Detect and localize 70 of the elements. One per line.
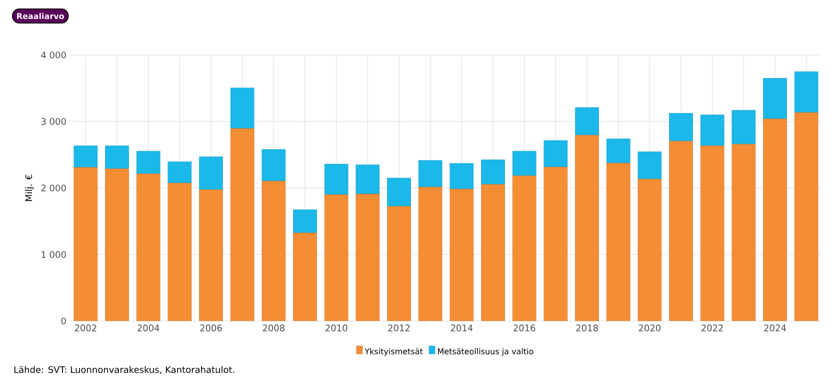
bar xyxy=(324,194,348,321)
bar xyxy=(105,168,129,321)
bar xyxy=(732,110,756,144)
bar xyxy=(512,176,536,321)
bar xyxy=(481,160,505,184)
x-tick-label: 2012 xyxy=(388,324,410,332)
bar xyxy=(293,232,317,321)
bar xyxy=(606,138,630,164)
bar xyxy=(293,209,317,234)
bar xyxy=(136,150,160,174)
bar xyxy=(512,150,536,176)
bar xyxy=(230,88,254,129)
x-tick-label: 2002 xyxy=(74,324,96,332)
bar xyxy=(700,114,724,146)
x-tick-label: 2020 xyxy=(638,324,661,332)
x-tick-label: 2016 xyxy=(514,324,536,332)
bar xyxy=(387,206,411,321)
y-tick-label: 3 000 xyxy=(41,118,66,125)
bar xyxy=(575,135,599,321)
x-tick-label: 2018 xyxy=(576,324,598,332)
bar xyxy=(230,128,254,321)
bar xyxy=(794,112,818,321)
text: Reaaliarvo xyxy=(17,12,64,20)
legend-label: Yksityismetsät xyxy=(364,348,423,356)
y-tick-label: 1 000 xyxy=(42,251,66,258)
bar xyxy=(105,146,129,169)
x-tick-label: 2006 xyxy=(200,324,222,332)
bar xyxy=(199,156,223,190)
text: Lähde: SVT: Luonnonvarakeskus, Kantorahatulot. xyxy=(14,366,234,374)
bar xyxy=(669,141,693,321)
x-tick-label: 2022 xyxy=(702,324,723,332)
bar xyxy=(387,178,411,206)
bar xyxy=(74,167,98,321)
bar xyxy=(136,174,160,321)
bar xyxy=(168,183,192,321)
bar xyxy=(199,190,223,321)
bar xyxy=(606,163,630,321)
bar xyxy=(168,162,192,184)
y-axis-title: Milj. € xyxy=(25,174,34,201)
bar xyxy=(418,187,442,321)
y-tick-label: 2 000 xyxy=(41,184,66,192)
bar xyxy=(74,146,98,168)
bar xyxy=(575,107,599,136)
bar xyxy=(544,167,568,321)
x-tick-label: 2014 xyxy=(450,324,473,332)
bar xyxy=(418,160,442,188)
x-tick-label: 2010 xyxy=(326,324,348,332)
bar xyxy=(356,194,380,321)
x-tick-label: 2008 xyxy=(262,324,285,332)
bar xyxy=(700,146,724,321)
bar xyxy=(356,164,380,194)
legend-label: Metsäteollisuus ja valtio xyxy=(438,348,534,356)
bar xyxy=(481,184,505,321)
bar xyxy=(763,78,787,119)
bar xyxy=(324,164,348,195)
x-tick-label: 2024 xyxy=(764,324,786,332)
y-tick-label: 4 000 xyxy=(41,52,66,58)
y-tick-label: 0 xyxy=(61,318,66,324)
x-tick-label: 2004 xyxy=(138,324,160,332)
bar xyxy=(450,189,474,321)
bar xyxy=(669,113,693,142)
bar xyxy=(544,140,568,168)
bar xyxy=(638,179,662,321)
bar xyxy=(763,118,787,321)
bar xyxy=(262,181,286,321)
bar xyxy=(262,149,286,182)
bar xyxy=(794,71,818,113)
bar xyxy=(732,144,756,321)
bar xyxy=(450,163,474,190)
bar xyxy=(638,152,662,180)
